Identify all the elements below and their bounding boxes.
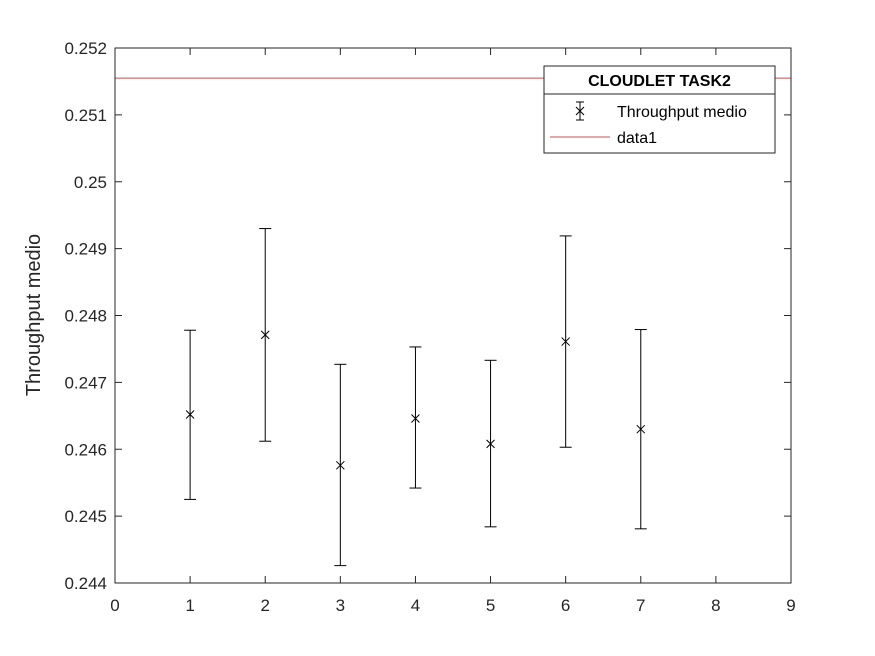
legend-entry-label: Throughput medio	[617, 104, 747, 121]
x-tick-label: 0	[110, 596, 119, 615]
x-tick-label: 1	[185, 596, 194, 615]
axes: 0 1 2 3 4 5 6 7 8 9 0.244 0.245 0.246 0.247 0.248 0.249…	[64, 39, 795, 615]
data-point-marker	[636, 424, 646, 434]
legend-box	[543, 65, 776, 154]
y-tick-label: 0.245	[64, 507, 107, 526]
data-point-marker	[486, 439, 495, 449]
data-point-marker	[411, 414, 420, 423]
x-tick-label: 3	[336, 596, 345, 615]
x-tick-label: 8	[711, 596, 720, 615]
y-tick-label: 0.248	[64, 307, 107, 326]
y-tick-label: 0.252	[64, 39, 107, 58]
errorbar-point-3	[334, 363, 347, 567]
errorbar-point-7	[634, 329, 647, 530]
legend: CLOUDLET TASK2 Throughput medio data1	[543, 65, 776, 154]
errorbar-point-2	[259, 228, 272, 442]
x-tick-label: 9	[786, 596, 795, 615]
data-point-marker	[335, 460, 345, 470]
y-axis-label: Throughput medio	[23, 234, 45, 396]
x-tick-label: 2	[260, 596, 269, 615]
x-tick-label: 4	[411, 596, 420, 615]
errorbar-point-1	[184, 329, 197, 500]
data-point-marker	[185, 410, 195, 419]
y-tick-label: 0.251	[64, 106, 107, 125]
errorbar-point-6	[559, 235, 572, 448]
y-tick-label: 0.25	[74, 173, 107, 192]
y-tick-label: 0.246	[64, 440, 107, 459]
legend-marker-x	[575, 106, 585, 116]
errorbar-point-4	[409, 346, 422, 489]
errorbar-point-5	[484, 359, 497, 528]
data-point-marker	[260, 330, 270, 340]
legend-entry-label: data1	[617, 130, 657, 147]
x-tick-label: 5	[486, 596, 495, 615]
data-point-marker	[561, 337, 571, 346]
y-tick-label: 0.249	[64, 240, 107, 259]
legend-title: CLOUDLET TASK2	[588, 73, 731, 90]
x-tick-label: 7	[636, 596, 645, 615]
x-tick-label: 6	[561, 596, 570, 615]
y-tick-label: 0.247	[64, 373, 107, 392]
y-tick-label: 0.244	[64, 574, 107, 593]
